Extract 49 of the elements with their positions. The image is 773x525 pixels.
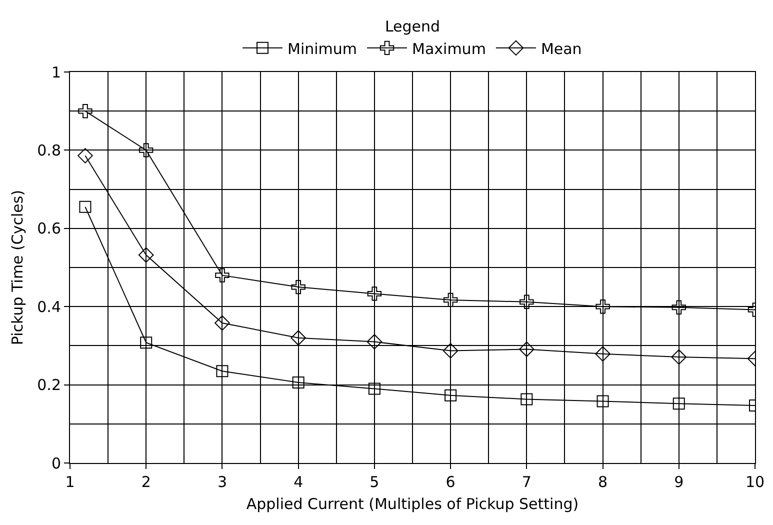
point: [520, 294, 534, 310]
point: [292, 376, 304, 388]
point: [519, 342, 534, 357]
point: [596, 300, 610, 314]
legend-title: Legend: [384, 18, 440, 36]
point: [291, 280, 306, 294]
point: [366, 334, 382, 350]
point: [368, 382, 380, 395]
point: [672, 300, 686, 314]
x-tick-label: 2: [141, 473, 151, 491]
x-tick-label: 8: [598, 473, 608, 491]
point: [367, 286, 382, 301]
point: [140, 336, 152, 349]
point: [595, 346, 610, 362]
point: [78, 104, 92, 118]
legend-label: Maximum: [412, 40, 486, 58]
x-tick-label: 5: [370, 473, 380, 491]
x-tick-label: 9: [674, 473, 684, 491]
point: [79, 200, 92, 213]
point: [671, 349, 687, 365]
y-tick-label: 0.4: [37, 298, 61, 316]
x-tick-label: 7: [522, 473, 532, 491]
point: [216, 365, 228, 378]
y-tick-label: 1: [51, 63, 61, 82]
y-tick-label: 0.8: [37, 141, 61, 160]
point: [215, 268, 230, 282]
x-tick-label: 10: [745, 473, 765, 491]
x-tick-label: 1: [65, 473, 75, 491]
point: [78, 148, 93, 164]
x-tick-label: 3: [217, 473, 227, 491]
y-axis-title: Pickup Time (Cycles): [8, 190, 26, 346]
point: [596, 395, 609, 408]
point: [139, 143, 154, 158]
point: [442, 343, 458, 358]
x-axis-title: Applied Current (Multiples of Pickup Setting): [246, 495, 579, 513]
y-tick-label: 0.2: [37, 376, 61, 394]
legend-label: Mean: [540, 40, 582, 58]
x-tick-label: 6: [446, 473, 456, 491]
point: [444, 389, 457, 402]
point: [443, 292, 458, 308]
legend-label: Minimum: [288, 40, 358, 58]
point: [290, 330, 306, 346]
point: [520, 393, 533, 406]
point: [214, 315, 230, 331]
point: [672, 398, 685, 410]
y-tick-label: 0.6: [37, 220, 61, 238]
x-tick-label: 4: [294, 473, 304, 491]
y-tick-label: 0: [51, 454, 61, 472]
point: [138, 247, 154, 263]
